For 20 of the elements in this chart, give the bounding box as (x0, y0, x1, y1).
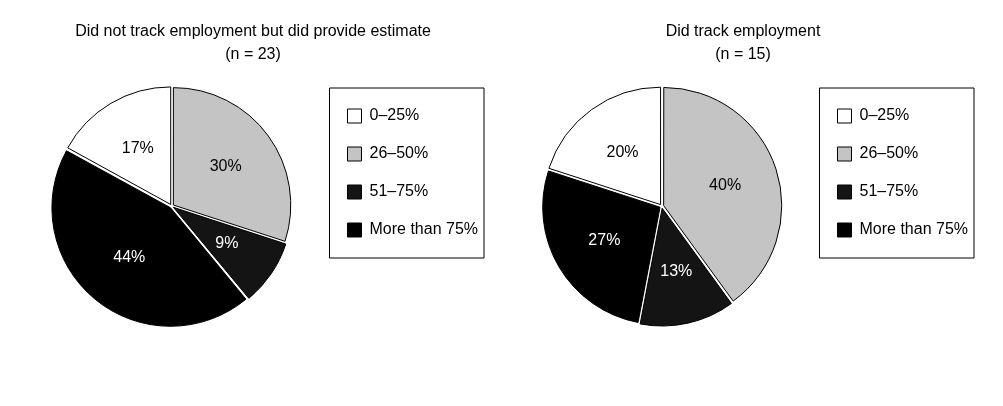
data-label: 44% (113, 247, 146, 265)
legend-label: 26–50% (369, 144, 429, 162)
legend-label: 26–50% (859, 144, 919, 162)
legend-label: 51–75% (859, 182, 919, 200)
chart-title: Did track employment (665, 22, 821, 40)
data-label: 20% (606, 142, 639, 160)
data-label: 27% (588, 230, 621, 248)
legend-label: 51–75% (369, 182, 429, 200)
data-label: 13% (660, 261, 693, 279)
legend-label: 0–25% (369, 106, 420, 124)
legend-label: More than 75% (859, 220, 969, 238)
data-label: 17% (121, 139, 154, 157)
chart-subtitle: (n = 23) (225, 45, 281, 63)
chart-title: Did not track employment but did provide estimate (75, 22, 431, 40)
legend-label: 0–25% (859, 106, 910, 124)
data-label: 9% (215, 234, 239, 252)
data-label: 40% (709, 176, 742, 194)
data-label: 30% (209, 157, 242, 175)
chart-subtitle: (n = 15) (715, 45, 771, 63)
legend-label: More than 75% (369, 220, 479, 238)
